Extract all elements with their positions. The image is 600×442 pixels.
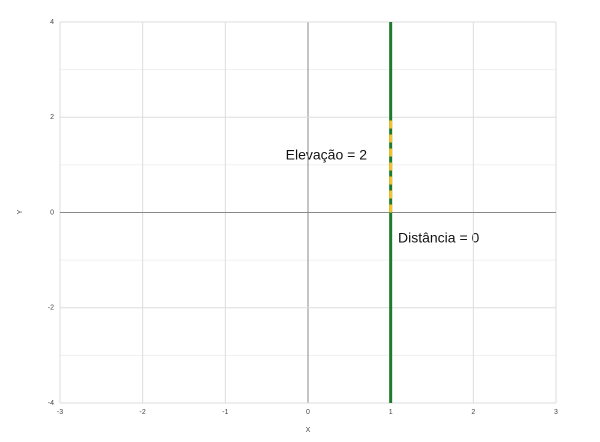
x-tick-label: 0 [306, 409, 310, 416]
x-tick-label: -3 [57, 409, 63, 416]
x-tick-label: 3 [554, 409, 558, 416]
x-tick-label: 1 [389, 409, 393, 416]
y-tick-label: 2 [50, 114, 54, 121]
y-tick-label: 0 [50, 209, 54, 216]
x-axis-label: X [306, 427, 311, 434]
x-tick-label: 2 [471, 409, 475, 416]
x-tick-label: -1 [222, 409, 228, 416]
x-tick-label: -2 [140, 409, 146, 416]
y-tick-label: -2 [48, 305, 54, 312]
annotation: Distância = 0 [398, 230, 480, 246]
y-axis-label: Y [17, 209, 24, 214]
y-tick-label: -4 [48, 400, 54, 407]
y-tick-label: 4 [50, 19, 54, 26]
annotation: Elevação = 2 [286, 147, 368, 163]
